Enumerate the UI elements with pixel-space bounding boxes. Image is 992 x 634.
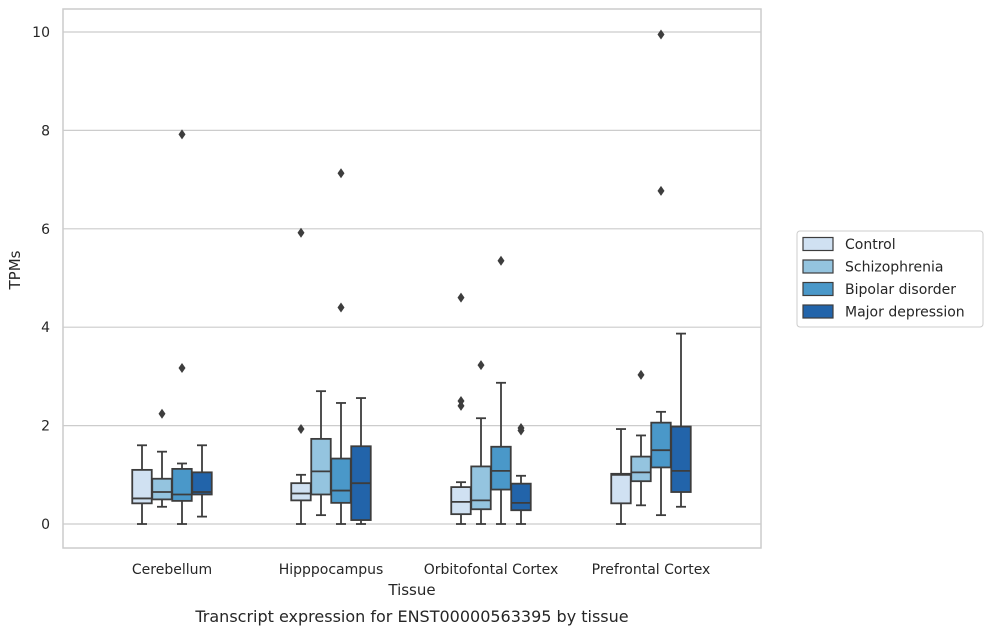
x-tick-label: Cerebellum [132,562,212,578]
box-iqr [171,467,193,502]
legend-swatch [802,236,834,252]
box-3-1 [350,397,372,525]
y-tick-label: 0 [41,517,50,533]
box-iqr [470,465,492,511]
box-groups [131,29,692,525]
x-tick-label: Orbitofontal Cortex [424,562,559,578]
outlier-point [477,360,485,371]
x-axis-label: Tissue [387,581,435,599]
box-iqr [490,445,512,491]
box-2-0 [171,129,193,525]
legend-label: Schizophrenia [845,260,943,276]
chart-title: Transcript expression for ENST0000056339… [194,607,628,626]
outlier-point [657,29,665,40]
box-iqr [670,425,692,493]
legend: Control Schizophrenia Bipolar disorder Majo… [796,230,984,328]
legend-swatch [802,281,834,297]
outlier-point [457,396,465,406]
box-1-3 [630,369,652,507]
outlier-point [178,129,186,140]
x-axis-ticks: Cerebellum Hipppocampus Orbitofontal Corte… [132,562,710,578]
legend-frame [796,230,984,328]
legend-label: Bipolar disorder [845,282,956,298]
box-iqr [450,486,472,516]
x-tick-label: Hipppocampus [279,562,384,578]
box-iqr [191,471,213,496]
y-tick-label: 4 [41,320,50,336]
outlier-point [497,255,505,266]
outlier-point [297,227,305,238]
legend-label: Major depression [845,305,965,321]
box-2-2 [490,255,512,525]
box-iqr [510,482,532,512]
outlier-point [637,369,645,380]
legend-label: Control [845,237,896,253]
box-1-1 [310,390,332,517]
box-iqr [290,482,312,502]
box-0-3 [610,428,632,525]
box-3-0 [191,444,213,518]
box-iqr [650,421,672,469]
box-iqr [610,472,632,505]
outlier-point [457,292,465,303]
outlier-point [337,302,345,313]
y-axis-ticks: 0 2 4 6 8 10 [32,25,50,533]
y-tick-label: 2 [41,419,50,435]
box-iqr [151,477,173,501]
outlier-point [297,424,305,435]
box-0-2 [450,292,472,525]
box-iqr [310,437,332,496]
box-2-1 [330,168,352,525]
box-3-3 [670,332,692,508]
outlier-point [337,168,345,179]
outlier-point [657,185,665,196]
y-tick-label: 8 [41,123,50,139]
y-tick-label: 10 [32,25,50,41]
legend-swatch [802,259,834,274]
box-iqr [630,455,652,483]
legend-swatch [802,304,834,319]
outlier-point [517,423,525,434]
x-tick-label: Prefrontal Cortex [592,562,711,578]
box-2-3 [650,29,672,517]
box-iqr [330,457,352,504]
y-axis-label: TPMs [6,250,24,290]
y-tick-label: 6 [41,222,50,238]
box-3-2 [510,423,532,525]
outlier-point [178,363,186,374]
outlier-point [158,408,166,419]
